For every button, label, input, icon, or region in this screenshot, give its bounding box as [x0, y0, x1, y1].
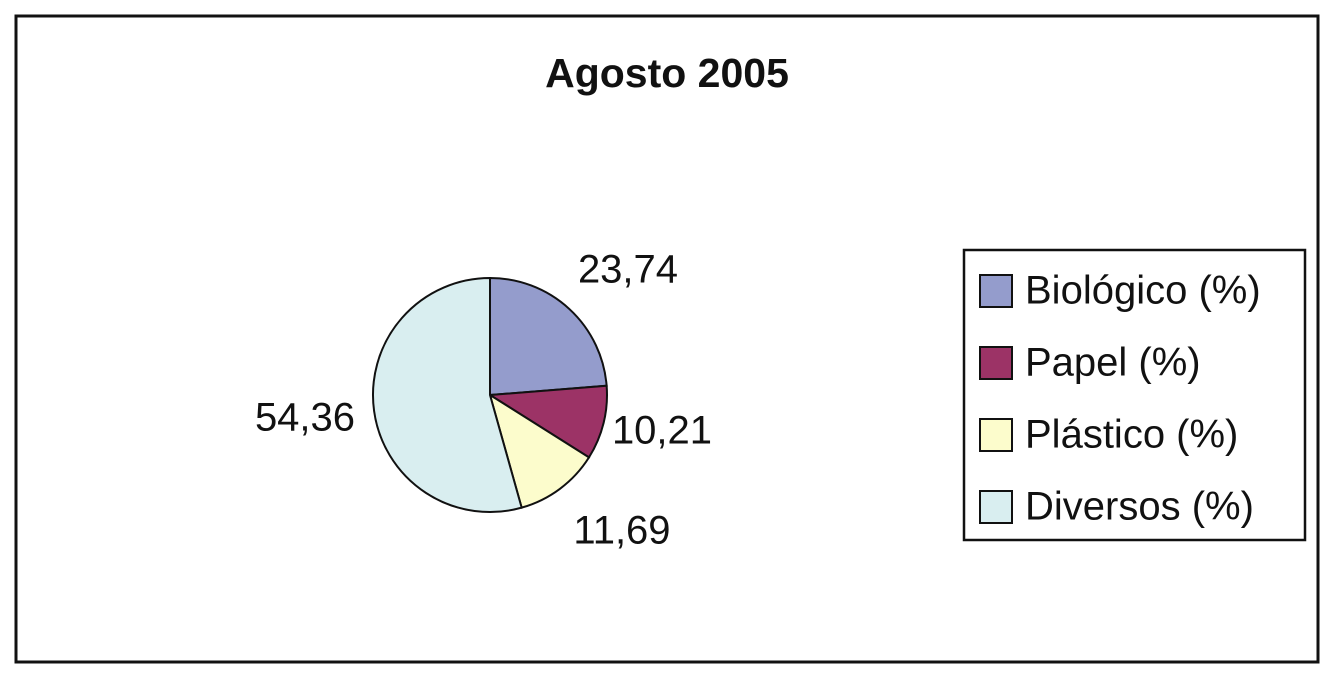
data-label: 54,36 — [255, 396, 355, 440]
data-label: 11,69 — [573, 509, 670, 553]
legend-label: Diversos (%) — [1025, 485, 1254, 529]
legend-box — [962, 248, 1307, 542]
chart-title: Agosto 2005 — [545, 50, 789, 96]
pie-slice — [489, 276, 608, 397]
pie-slice — [372, 276, 523, 513]
legend-swatch — [979, 418, 1013, 452]
data-label: 10,21 — [612, 409, 712, 453]
legend-swatch — [979, 346, 1013, 380]
legend-swatch — [979, 274, 1013, 308]
data-label: 23,74 — [578, 248, 678, 292]
legend-label: Papel (%) — [1025, 341, 1201, 385]
legend-swatch — [979, 490, 1013, 524]
pie-slice — [486, 384, 608, 459]
legend-label: Biológico (%) — [1025, 269, 1261, 313]
legend-label: Plástico (%) — [1025, 413, 1238, 457]
